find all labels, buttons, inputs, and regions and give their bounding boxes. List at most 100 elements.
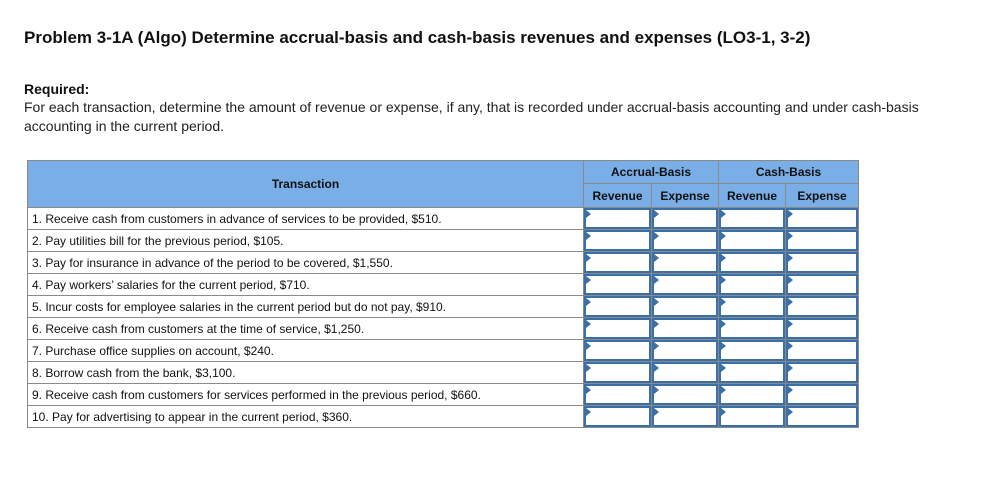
accrual-expense-header: Expense [651, 183, 719, 208]
cash-revenue-input[interactable] [719, 208, 785, 229]
table-row: 2. Pay utilities bill for the previous p… [27, 229, 859, 252]
cash-expense-cell [785, 317, 859, 340]
accrual-expense-input[interactable] [652, 296, 718, 317]
cash-revenue-cell [718, 295, 786, 318]
cash-revenue-cell [718, 339, 786, 362]
cash-revenue-header: Revenue [718, 183, 786, 208]
transaction-label: 10. Pay for advertising to appear in the… [27, 405, 584, 428]
accrual-revenue-cell [583, 405, 652, 428]
cash-revenue-input[interactable] [719, 340, 785, 361]
cash-revenue-input[interactable] [719, 384, 785, 405]
accrual-revenue-cell [583, 273, 652, 296]
cash-expense-cell [785, 273, 859, 296]
table-row: 7. Purchase office supplies on account, … [27, 339, 859, 362]
accrual-expense-cell [651, 339, 719, 362]
accrual-revenue-input[interactable] [584, 406, 651, 427]
accrual-expense-cell [651, 405, 719, 428]
cash-revenue-cell [718, 405, 786, 428]
cash-expense-input[interactable] [786, 230, 858, 251]
transaction-label: 1. Receive cash from customers in advanc… [27, 207, 584, 230]
accrual-expense-cell [651, 383, 719, 406]
cash-expense-input[interactable] [786, 318, 858, 339]
cash-expense-input[interactable] [786, 274, 858, 295]
accrual-revenue-input[interactable] [584, 208, 651, 229]
cash-revenue-input[interactable] [719, 252, 785, 273]
accrual-expense-input[interactable] [652, 230, 718, 251]
cash-revenue-cell [718, 317, 786, 340]
table-row: 1. Receive cash from customers in advanc… [27, 207, 859, 230]
cash-revenue-cell [718, 229, 786, 252]
accrual-expense-input[interactable] [652, 274, 718, 295]
cash-expense-cell [785, 229, 859, 252]
table-row: 4. Pay workers’ salaries for the current… [27, 273, 859, 296]
cash-expense-input[interactable] [786, 384, 858, 405]
cash-revenue-input[interactable] [719, 274, 785, 295]
transaction-label: 5. Incur costs for employee salaries in … [27, 295, 584, 318]
accrual-basis-header: Accrual-Basis [583, 160, 719, 184]
accrual-expense-input[interactable] [652, 384, 718, 405]
accrual-revenue-input[interactable] [584, 274, 651, 295]
accrual-revenue-cell [583, 361, 652, 384]
transaction-label: 4. Pay workers’ salaries for the current… [27, 273, 584, 296]
accrual-revenue-header: Revenue [583, 183, 652, 208]
accrual-expense-input[interactable] [652, 362, 718, 383]
cash-revenue-cell [718, 251, 786, 274]
accrual-revenue-input[interactable] [584, 340, 651, 361]
accrual-expense-input[interactable] [652, 318, 718, 339]
accrual-revenue-cell [583, 207, 652, 230]
accrual-revenue-cell [583, 251, 652, 274]
table-row: 3. Pay for insurance in advance of the p… [27, 251, 859, 274]
cash-expense-cell [785, 251, 859, 274]
accrual-expense-input[interactable] [652, 208, 718, 229]
accrual-expense-input[interactable] [652, 252, 718, 273]
cash-expense-input[interactable] [786, 340, 858, 361]
cash-revenue-input[interactable] [719, 296, 785, 317]
table-row: 9. Receive cash from customers for servi… [27, 383, 859, 406]
cash-revenue-cell [718, 361, 786, 384]
cash-revenue-input[interactable] [719, 230, 785, 251]
transaction-label: 2. Pay utilities bill for the previous p… [27, 229, 584, 252]
accrual-expense-cell [651, 207, 719, 230]
cash-expense-cell [785, 361, 859, 384]
accrual-expense-input[interactable] [652, 340, 718, 361]
accrual-revenue-input[interactable] [584, 362, 651, 383]
transaction-header: Transaction [27, 160, 584, 208]
cash-revenue-input[interactable] [719, 318, 785, 339]
accrual-revenue-input[interactable] [584, 296, 651, 317]
accrual-revenue-input[interactable] [584, 318, 651, 339]
cash-revenue-cell [718, 273, 786, 296]
transaction-label: 7. Purchase office supplies on account, … [27, 339, 584, 362]
accrual-expense-cell [651, 361, 719, 384]
cash-expense-input[interactable] [786, 362, 858, 383]
cash-expense-input[interactable] [786, 296, 858, 317]
accrual-revenue-cell [583, 317, 652, 340]
cash-revenue-cell [718, 383, 786, 406]
accrual-revenue-cell [583, 295, 652, 318]
table-row: 8. Borrow cash from the bank, $3,100. [27, 361, 859, 384]
accrual-revenue-cell [583, 229, 652, 252]
cash-expense-input[interactable] [786, 406, 858, 427]
cash-expense-cell [785, 339, 859, 362]
problem-title: Problem 3-1A (Algo) Determine accrual-ba… [24, 28, 811, 47]
cash-revenue-input[interactable] [719, 362, 785, 383]
transaction-label: 8. Borrow cash from the bank, $3,100. [27, 361, 584, 384]
accrual-expense-cell [651, 317, 719, 340]
accrual-expense-cell [651, 273, 719, 296]
cash-revenue-input[interactable] [719, 406, 785, 427]
transaction-label: 6. Receive cash from customers at the ti… [27, 317, 584, 340]
cash-expense-cell [785, 295, 859, 318]
cash-basis-header: Cash-Basis [718, 160, 859, 184]
accrual-expense-input[interactable] [652, 406, 718, 427]
cash-expense-cell [785, 405, 859, 428]
cash-expense-input[interactable] [786, 208, 858, 229]
accrual-revenue-cell [583, 339, 652, 362]
accrual-expense-cell [651, 229, 719, 252]
cash-expense-header: Expense [785, 183, 859, 208]
accrual-revenue-input[interactable] [584, 384, 651, 405]
accrual-revenue-input[interactable] [584, 230, 651, 251]
table-row: 5. Incur costs for employee salaries in … [27, 295, 859, 318]
transaction-label: 9. Receive cash from customers for servi… [27, 383, 584, 406]
transaction-rows: 1. Receive cash from customers in advanc… [27, 207, 859, 428]
accrual-revenue-input[interactable] [584, 252, 651, 273]
cash-expense-input[interactable] [786, 252, 858, 273]
